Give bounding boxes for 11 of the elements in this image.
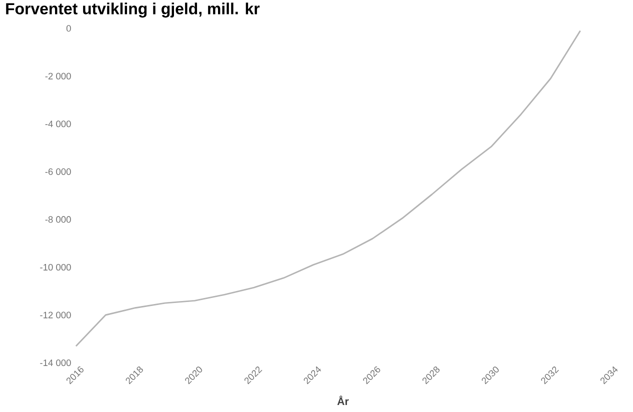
line-series <box>75 30 582 347</box>
chart-title: Forventet utvikling i gjeld, mill. kr <box>6 2 260 18</box>
y-tick-label: -10 000 <box>40 264 71 271</box>
y-tick-label: -14 000 <box>40 360 71 366</box>
x-axis-title: År <box>337 396 349 406</box>
y-tick-label: -6 000 <box>45 168 71 175</box>
y-tick-label: -12 000 <box>40 312 71 318</box>
y-tick-label: -8 000 <box>45 216 71 223</box>
y-tick-label: -4 000 <box>45 120 71 128</box>
y-tick-label: -2 000 <box>45 72 71 80</box>
y-tick-label: 0 <box>66 25 71 32</box>
